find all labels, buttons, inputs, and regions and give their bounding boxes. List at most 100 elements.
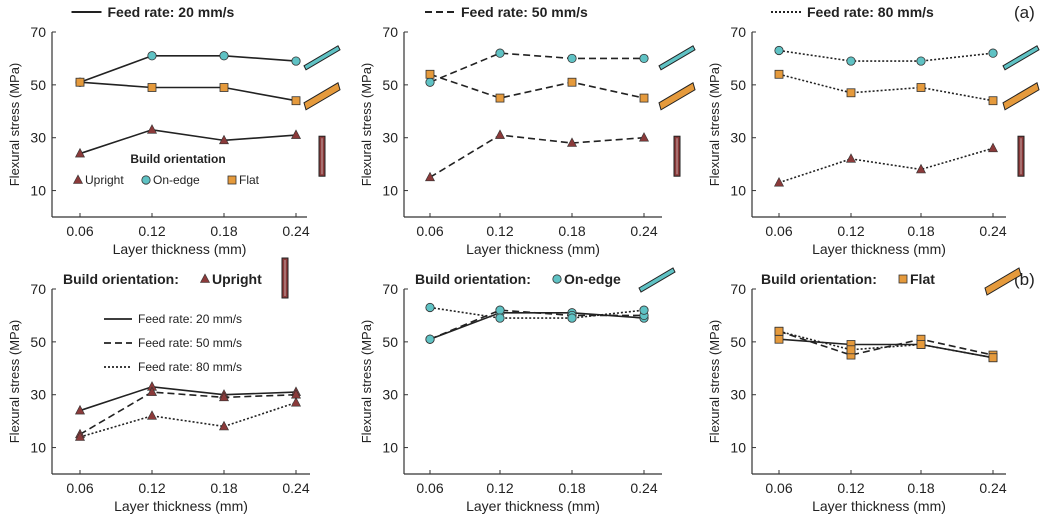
data-point-onedge xyxy=(916,56,926,66)
y-tick-label: 70 xyxy=(30,24,46,40)
y-axis-title: Flexural stress (MPa) xyxy=(7,320,22,444)
legend-label: Flat xyxy=(239,173,260,187)
data-point-onedge xyxy=(988,48,998,58)
chart-panel-p3: 10 30 50 70 0.06 0.12 0.18 0.24 Layer thickness … xyxy=(707,4,1040,257)
y-tick-label: 50 xyxy=(730,334,746,350)
y-tick-label: 50 xyxy=(30,77,46,93)
x-tick-label: 0.24 xyxy=(630,223,657,239)
x-tick-label: 0.18 xyxy=(558,223,585,239)
y-axis-title: Flexural stress (MPa) xyxy=(359,63,374,187)
data-point-upright xyxy=(75,147,85,158)
panel-title-text: Feed rate: 20 mm/s xyxy=(108,4,235,20)
series-line-onedge-dotted xyxy=(778,49,994,62)
y-tick-label: 30 xyxy=(730,387,746,403)
data-point-onedge xyxy=(774,45,784,56)
onedge-bar-icon xyxy=(1002,45,1040,71)
title-orientation-label: Upright xyxy=(212,271,262,287)
x-tick-label: 0.06 xyxy=(416,223,443,239)
panel-title-text: Feed rate: 80 mm/s xyxy=(807,4,934,20)
data-point-upright xyxy=(147,124,157,134)
data-point-upright xyxy=(291,397,301,407)
data-point-flat xyxy=(988,353,998,363)
x-tick-label: 0.12 xyxy=(486,480,513,496)
data-point-upright xyxy=(988,142,998,153)
data-point-upright xyxy=(774,177,784,187)
data-point-upright xyxy=(846,153,856,163)
x-tick-label: 0.06 xyxy=(416,480,443,496)
data-point-flat xyxy=(219,83,229,92)
data-point-flat xyxy=(147,83,157,92)
data-point-flat xyxy=(567,77,577,87)
data-point-onedge xyxy=(639,305,649,315)
series-line-upright-solid xyxy=(79,385,297,412)
legend-marker xyxy=(227,175,237,185)
x-tick-label: 0.12 xyxy=(138,223,165,239)
legend-title: Build orientation xyxy=(130,152,225,166)
onedge-bar-icon xyxy=(638,267,676,293)
y-tick-label: 70 xyxy=(382,24,398,40)
upright-bar-icon xyxy=(673,135,681,177)
panel-title-text: Feed rate: 50 mm/s xyxy=(461,4,588,20)
y-tick-label: 10 xyxy=(30,183,46,199)
series-line-flat-dotted xyxy=(778,330,994,359)
y-tick-label: 70 xyxy=(382,281,398,297)
x-axis-title: Layer thickness (mm) xyxy=(812,498,946,514)
panel-title: Build orientation: On-edge xyxy=(415,267,676,293)
data-point-flat xyxy=(774,334,784,344)
y-axis-title: Flexural stress (MPa) xyxy=(707,320,722,444)
data-point-flat xyxy=(291,96,301,106)
legend-label: Feed rate: 50 mm/s xyxy=(138,336,242,350)
upright-bar-icon xyxy=(318,135,326,177)
x-tick-label: 0.06 xyxy=(765,480,792,496)
series-line-upright-solid xyxy=(79,128,297,155)
legend-label: Feed rate: 80 mm/s xyxy=(138,360,242,374)
x-axis-title: Layer thickness (mm) xyxy=(466,241,600,257)
series-line-flat-dotted xyxy=(778,73,994,102)
x-tick-label: 0.12 xyxy=(837,223,864,239)
data-point-upright xyxy=(75,431,85,441)
y-tick-label: 10 xyxy=(730,183,746,199)
data-point-flat xyxy=(916,340,926,349)
y-tick-label: 50 xyxy=(730,77,746,93)
x-tick-label: 0.24 xyxy=(630,480,657,496)
data-point-onedge xyxy=(147,51,157,61)
x-tick-label: 0.18 xyxy=(558,480,585,496)
data-point-upright xyxy=(147,410,157,420)
data-point-upright xyxy=(219,420,229,431)
title-orientation-label: Flat xyxy=(910,271,935,287)
data-point-upright xyxy=(916,163,926,174)
legend-marker xyxy=(141,175,151,185)
panel-title: Build orientation: Flat xyxy=(761,267,1022,296)
data-point-upright xyxy=(147,386,157,396)
panel-title: Build orientation: Upright xyxy=(63,257,289,299)
data-point-flat xyxy=(639,93,649,103)
x-tick-label: 0.06 xyxy=(66,480,93,496)
x-tick-label: 0.24 xyxy=(282,480,309,496)
data-point-flat xyxy=(75,77,85,87)
panel-title: Feed rate: 50 mm/s xyxy=(425,4,588,20)
x-tick-label: 0.18 xyxy=(210,223,237,239)
data-point-flat xyxy=(988,96,998,106)
data-point-onedge xyxy=(567,313,577,323)
x-tick-label: 0.18 xyxy=(210,480,237,496)
data-point-upright xyxy=(219,134,229,145)
data-point-upright xyxy=(495,129,505,139)
chart-panel-p2: 10 30 50 70 0.06 0.12 0.18 0.24 Layer thickness … xyxy=(359,4,696,257)
data-point-flat xyxy=(495,93,505,103)
x-axis-title: Layer thickness (mm) xyxy=(114,498,248,514)
data-point-flat xyxy=(916,83,926,92)
x-axis-title: Layer thickness (mm) xyxy=(812,241,946,257)
data-point-upright xyxy=(291,129,301,139)
flat-bar-icon xyxy=(984,267,1022,296)
y-tick-label: 30 xyxy=(30,387,46,403)
flat-bar-icon xyxy=(1002,82,1040,111)
title-marker xyxy=(898,274,908,284)
x-tick-label: 0.18 xyxy=(907,223,934,239)
legend: Build orientation Upright On-edge Flat xyxy=(73,152,260,187)
data-point-upright xyxy=(639,132,649,142)
legend-label: On-edge xyxy=(153,173,200,187)
chart-panel-p4: 10 30 50 70 0.06 0.12 0.18 0.24 Layer thickness … xyxy=(7,257,1035,514)
data-point-upright xyxy=(567,137,577,147)
panel-title: Feed rate: 20 mm/s xyxy=(71,4,235,20)
